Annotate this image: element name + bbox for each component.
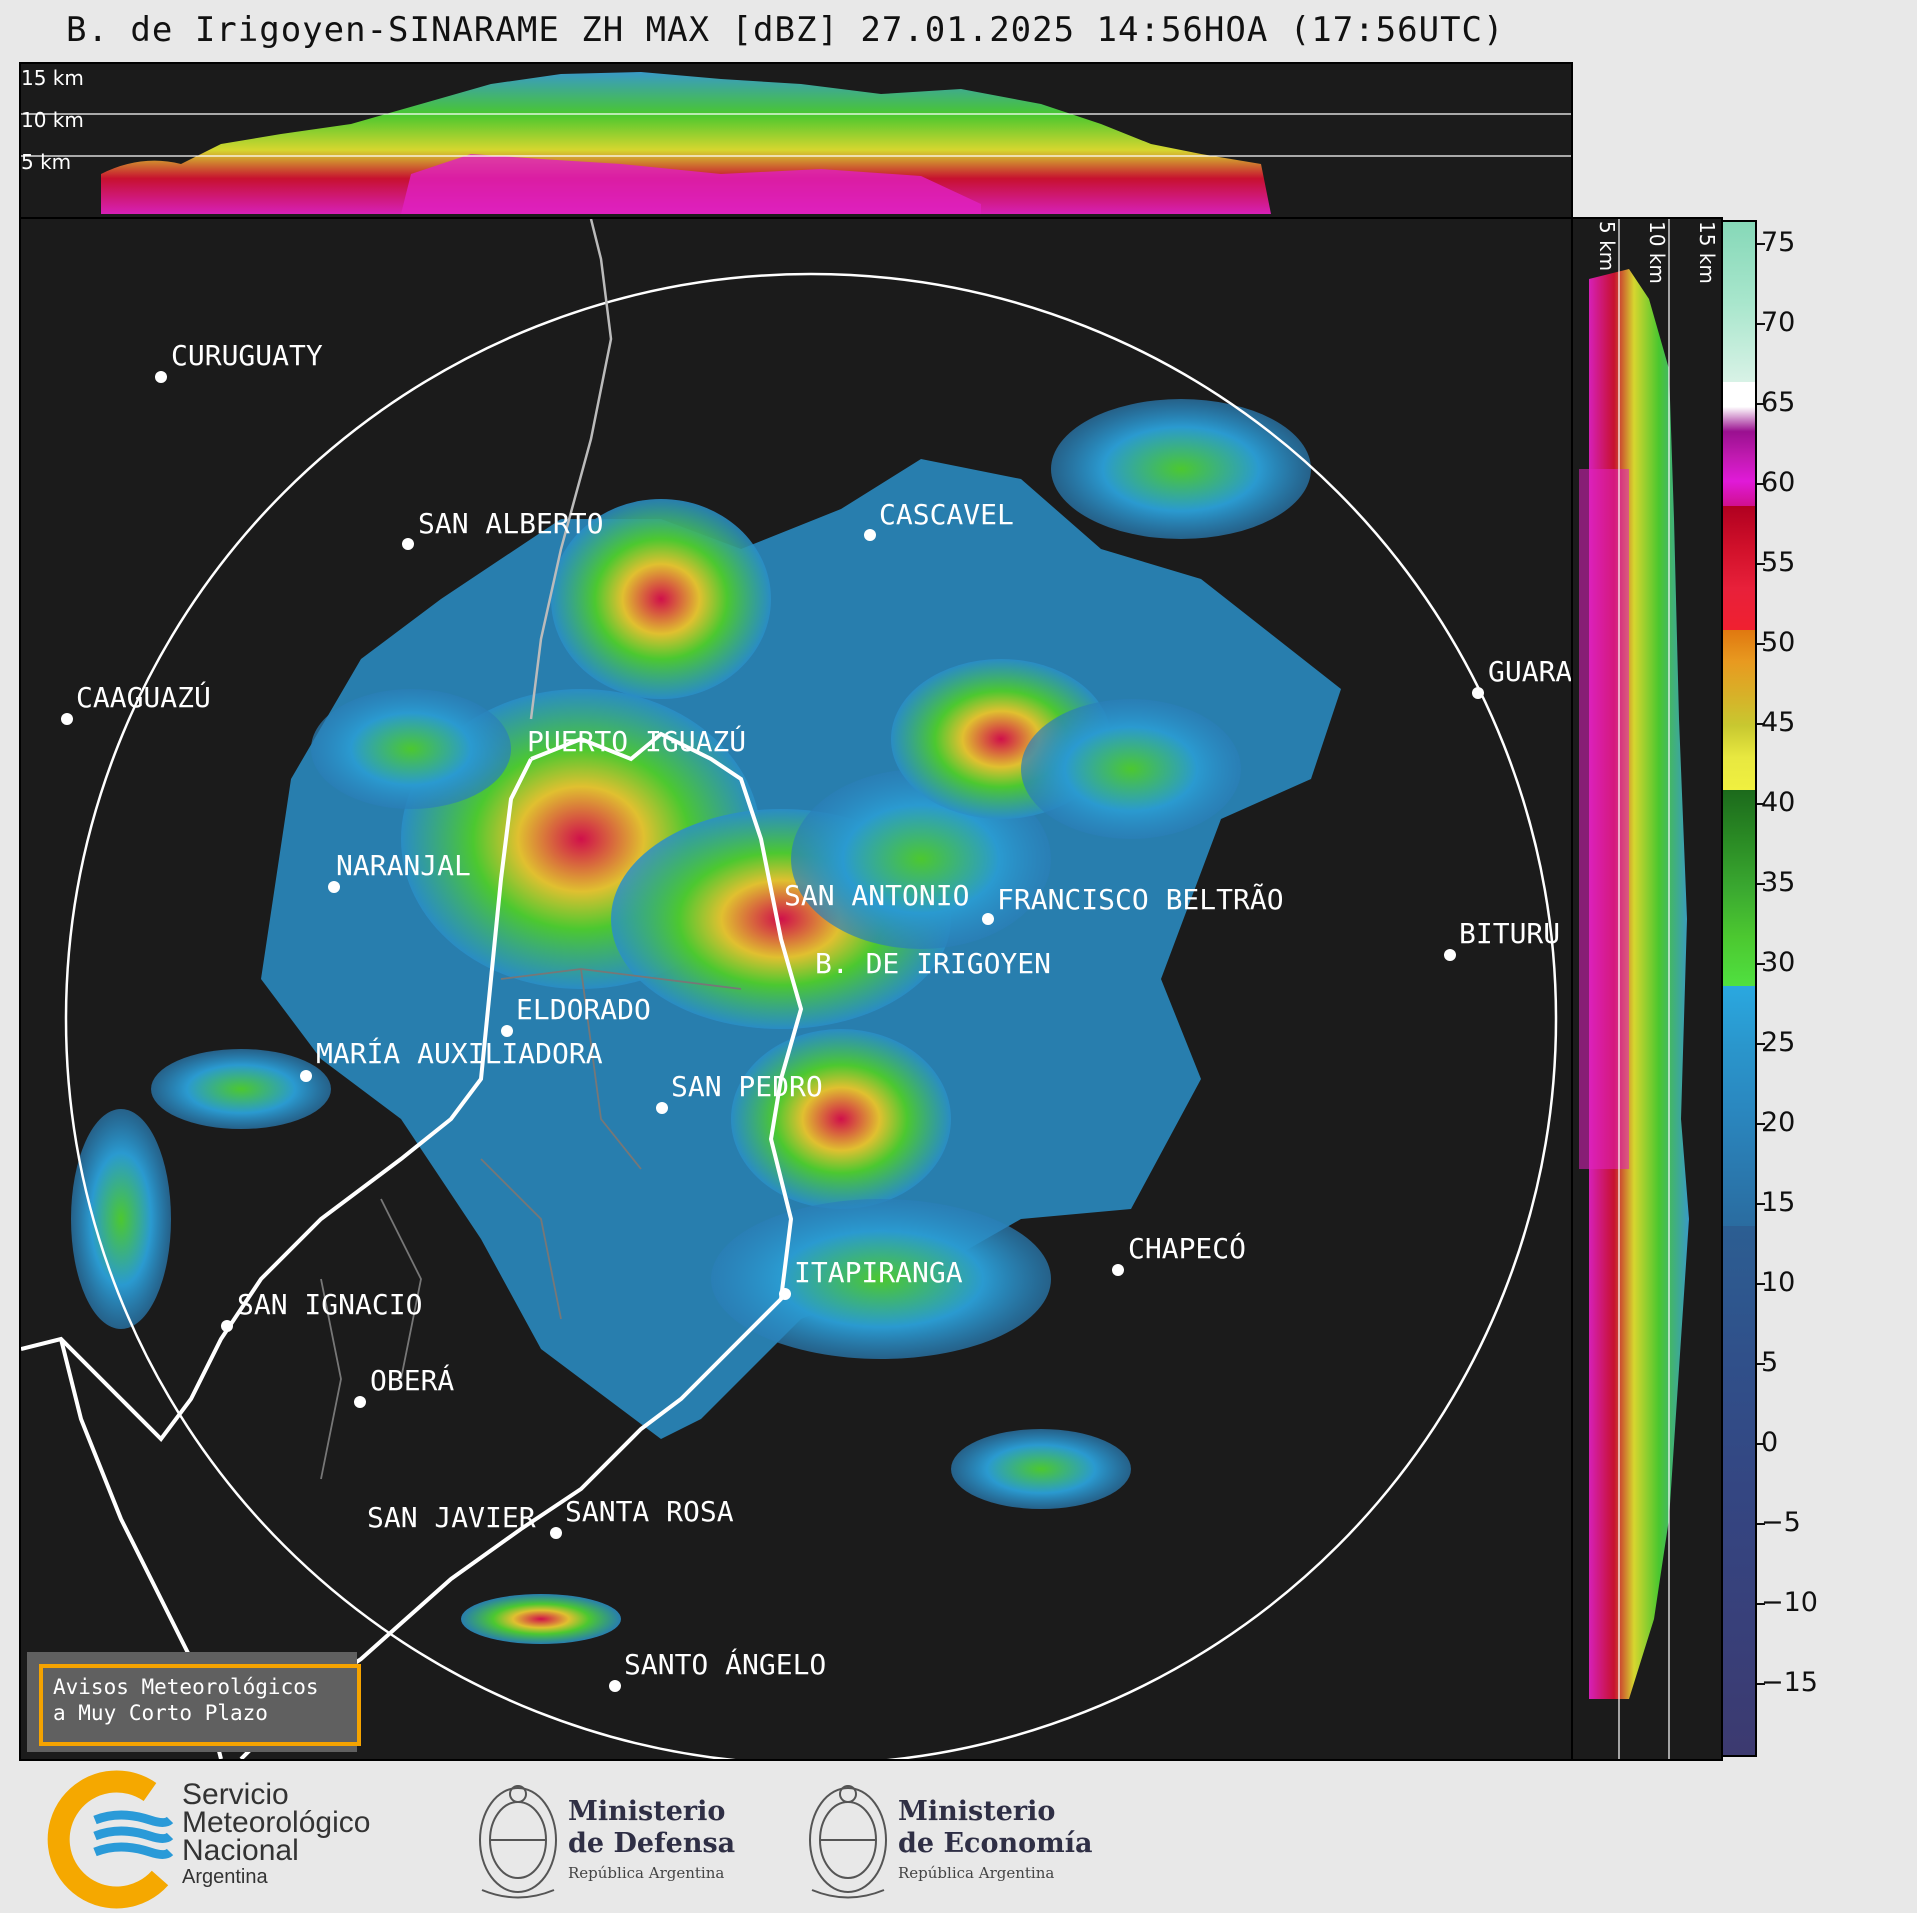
warning-box-frame[interactable]: Avisos Meteorológicos a Muy Corto Plazo xyxy=(39,1664,361,1746)
city-label-francisco-beltrao: FRANCISCO BELTRÃO xyxy=(997,883,1284,916)
city-label-caaguazu: CAAGUAZÚ xyxy=(76,681,211,714)
colorbar-segment-below-0 xyxy=(1723,1226,1755,1755)
colorbar-tick-70: 70 xyxy=(1756,307,1796,338)
colorbar-tick-15: 15 xyxy=(1756,1187,1796,1218)
city-label-santo-angelo: SANTO ÁNGELO xyxy=(624,1648,827,1681)
colorbar-tick-50: 50 xyxy=(1756,627,1796,658)
city-label-san-pedro: SAN PEDRO xyxy=(671,1070,823,1103)
vertical-label-5km: 5 km xyxy=(1595,221,1619,272)
right-cross-section-echoes xyxy=(1579,219,1689,1759)
city-label-itapiranga: ITAPIRANGA xyxy=(794,1256,963,1289)
city-label-eldorado: ELDORADO xyxy=(516,993,651,1026)
colorbar-tick-65: 65 xyxy=(1756,387,1796,418)
colorbar-tick-5: 5 xyxy=(1756,1347,1779,1378)
colorbar-segment-40-50 xyxy=(1723,506,1755,630)
colorbar-tick-40: 40 xyxy=(1756,787,1796,818)
page-title: B. de Irigoyen-SINARAME ZH MAX [dBZ] 27.… xyxy=(66,10,1505,50)
colorbar-tick-minus10: −10 xyxy=(1757,1587,1818,1618)
city-label-maria-auxiliadora: MARÍA AUXILIADORA xyxy=(316,1037,603,1070)
city-label-guara: GUARA xyxy=(1488,655,1573,688)
very-short-range-warnings-box[interactable]: Avisos Meteorológicos a Muy Corto Plazo xyxy=(27,1652,361,1752)
colorbar-tick-0: 0 xyxy=(1756,1427,1779,1458)
city-label-santa-rosa: SANTA ROSA xyxy=(565,1495,734,1528)
city-label-san-antonio: SAN ANTONIO xyxy=(784,879,970,912)
city-label-bituru: BITURU xyxy=(1459,917,1561,950)
colorbar-tick-55: 55 xyxy=(1756,547,1796,578)
colorbar-tick-20: 20 xyxy=(1756,1107,1796,1138)
colorbar-segment-50-60 xyxy=(1723,382,1755,506)
colorbar-tick-60: 60 xyxy=(1756,467,1796,498)
colorbar-segment-30-40 xyxy=(1723,630,1755,790)
city-label-puerto-iguazu: PUERTO IGUAZÚ xyxy=(527,725,747,758)
city-label-naranjal: NARANJAL xyxy=(336,849,471,882)
defensa-seal-icon xyxy=(479,1785,557,1899)
city-label-san-javier: SAN JAVIER xyxy=(367,1501,536,1534)
city-label-b-de-irigoyen: B. DE IRIGOYEN xyxy=(815,947,1052,980)
colorbar-tick-75: 75 xyxy=(1756,227,1796,258)
top-cross-section-echoes xyxy=(21,72,1571,214)
colorbar-tick-minus15: −15 xyxy=(1757,1667,1818,1698)
colorbar-tick-minus5: −5 xyxy=(1757,1507,1801,1538)
smn-text-line-3: Nacional xyxy=(182,1834,299,1867)
height-label-5km: 5 km xyxy=(21,150,72,174)
defensa-text-line-2: de Defensa xyxy=(568,1828,736,1859)
reflectivity-colorbar xyxy=(1721,220,1757,1757)
economia-seal-icon xyxy=(809,1785,887,1899)
top-cross-section-panel: 15 km 10 km 5 km xyxy=(19,62,1573,220)
colorbar-segment-0-15 xyxy=(1723,986,1755,1226)
warning-line-1: Avisos Meteorológicos xyxy=(53,1675,319,1699)
radar-map-graphics xyxy=(21,219,1558,1759)
smn-text-line-1: Servicio xyxy=(182,1778,289,1811)
city-label-obera: OBERÁ xyxy=(370,1364,455,1397)
vertical-label-15km: 15 km xyxy=(1695,221,1719,284)
height-label-10km: 10 km xyxy=(21,108,84,132)
defensa-text-sub: República Argentina xyxy=(568,1864,725,1882)
colorbar-segment-15-30 xyxy=(1723,790,1755,986)
smn-text-line-2: Meteorológico xyxy=(182,1806,371,1839)
city-label-curuguaty: CURUGUATY xyxy=(171,339,323,372)
right-cross-section-panel: 5 km 10 km 15 km xyxy=(1569,217,1723,1761)
city-label-san-ignacio: SAN IGNACIO xyxy=(237,1288,423,1321)
warning-line-2: a Muy Corto Plazo xyxy=(53,1701,268,1725)
footer-logos: Servicio Meteorológico Nacional Argentin… xyxy=(0,1760,1917,1909)
economia-text-line-2: de Economía xyxy=(898,1828,1093,1859)
vertical-label-10km: 10 km xyxy=(1645,221,1669,284)
colorbar-segment-60-75 xyxy=(1723,222,1755,382)
colorbar-tick-30: 30 xyxy=(1756,947,1796,978)
height-label-15km: 15 km xyxy=(21,66,84,90)
city-label-chapeco: CHAPECÓ xyxy=(1128,1232,1247,1265)
economia-text-sub: República Argentina xyxy=(898,1864,1055,1882)
footer-logo-graphics xyxy=(47,1770,887,1909)
smn-text-line-4: Argentina xyxy=(182,1866,268,1888)
colorbar-tick-25: 25 xyxy=(1756,1027,1796,1058)
smn-logo-icon xyxy=(47,1770,174,1909)
colorbar-tick-10: 10 xyxy=(1756,1267,1796,1298)
colorbar-tick-45: 45 xyxy=(1756,707,1796,738)
economia-text-line-1: Ministerio xyxy=(898,1796,1056,1827)
radar-map[interactable]: CURUGUATY SAN ALBERTO CASCAVEL CAAGUAZÚ … xyxy=(19,217,1573,1761)
city-label-san-alberto: SAN ALBERTO xyxy=(418,507,604,540)
defensa-text-line-1: Ministerio xyxy=(568,1796,726,1827)
colorbar-tick-35: 35 xyxy=(1756,867,1796,898)
city-label-cascavel: CASCAVEL xyxy=(879,498,1014,531)
